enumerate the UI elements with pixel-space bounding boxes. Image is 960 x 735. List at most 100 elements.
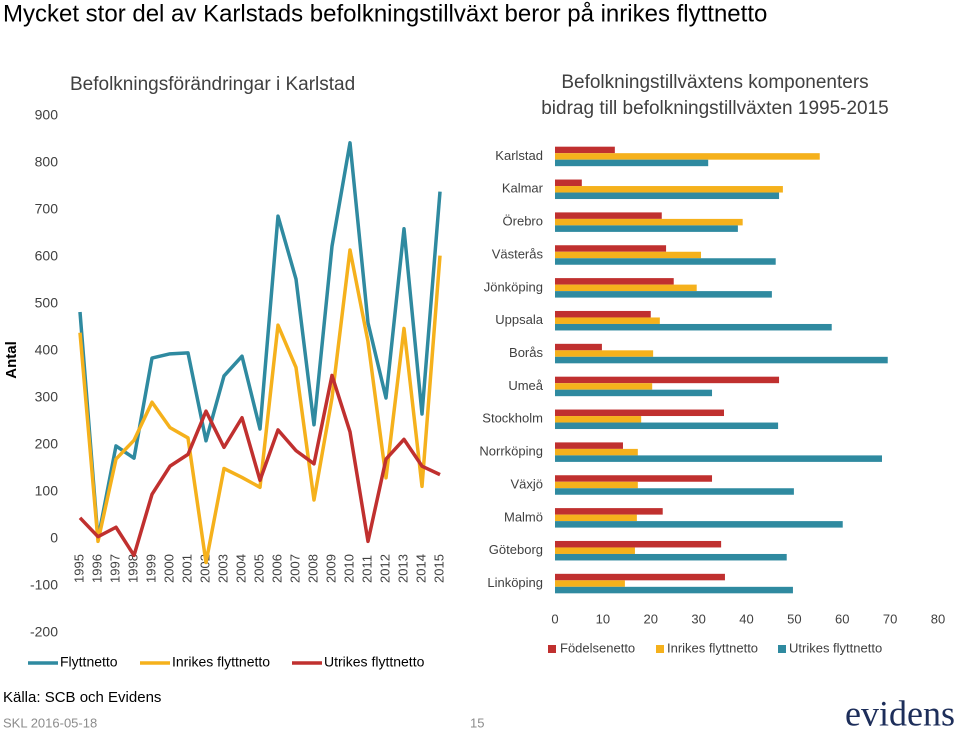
bar (555, 245, 667, 252)
y-tick-label: Borås (509, 345, 543, 360)
x-tick-label: 0 (551, 611, 558, 626)
x-tick-label: 2011 (359, 555, 374, 583)
y-tick-label: 900 (35, 107, 59, 123)
x-tick-label: 2004 (233, 554, 248, 583)
x-tick-label: 2003 (215, 554, 230, 583)
bar (555, 540, 722, 548)
x-tick-label: 20 (644, 611, 658, 626)
bar (555, 146, 615, 154)
legend-label: Utrikes flyttnetto (789, 640, 882, 655)
y-tick-label: Umeå (508, 378, 543, 393)
y-tick-label: 200 (35, 436, 59, 452)
bar (555, 251, 702, 259)
bar (555, 553, 787, 561)
bar (555, 350, 654, 357)
y-tick-label: Malmö (504, 509, 543, 524)
y-tick-label: Karlstad (495, 148, 543, 163)
x-tick-label: 30 (691, 611, 705, 626)
y-tick-label: 100 (35, 483, 59, 499)
bar (555, 448, 638, 456)
y-tick-label: 0 (50, 530, 58, 546)
bar (555, 547, 635, 554)
bar (555, 573, 725, 581)
x-tick-label: 40 (739, 611, 753, 626)
x-tick-label: 2012 (377, 554, 392, 583)
x-tick-label: 1996 (89, 554, 104, 583)
bar-chart-title: Befolkningstillväxtens komponenters (561, 72, 868, 93)
bar (555, 310, 651, 318)
x-tick-label: 60 (835, 611, 849, 626)
x-tick-label: 2010 (341, 554, 356, 583)
legend-label: Flyttnetto (60, 654, 118, 670)
bar (555, 153, 820, 160)
legend-swatch (656, 645, 664, 653)
bar (555, 258, 776, 265)
line-series (78, 248, 442, 565)
line-chart-title: Befolkningsförändringar i Karlstad (70, 74, 355, 95)
x-tick-label: 2013 (395, 554, 410, 583)
legend-label: Inrikes flyttnetto (172, 654, 270, 670)
bar (555, 192, 780, 200)
bar (555, 376, 780, 384)
x-tick-label: 1999 (143, 554, 158, 583)
x-tick-label: 2007 (287, 554, 302, 583)
x-tick-label: 2015 (431, 554, 446, 583)
bar (555, 323, 832, 331)
x-tick-label: 80 (931, 611, 945, 626)
bar-chart-title: bidrag till befolkningstillväxten 1995-2… (541, 98, 889, 119)
bar (555, 218, 743, 226)
x-tick-label: 2002 (197, 554, 212, 583)
x-tick-label: 2009 (323, 554, 338, 583)
bar (555, 442, 623, 449)
bar (555, 475, 713, 482)
bar (555, 521, 843, 528)
y-tick-label: Växjö (510, 476, 543, 491)
y-tick-label: Örebro (503, 214, 543, 229)
legend-swatch (548, 645, 556, 653)
x-tick-label: 10 (596, 611, 610, 626)
y-tick-label: 700 (35, 201, 59, 217)
y-tick-label: 300 (35, 389, 59, 405)
y-tick-label: Västerås (492, 246, 544, 261)
bar (555, 389, 713, 397)
y-tick-label: Jönköping (484, 279, 543, 294)
bar (555, 586, 793, 594)
bar (555, 488, 794, 495)
logo: evidens (845, 693, 955, 733)
y-tick-label: -100 (30, 577, 58, 593)
bar (555, 356, 888, 364)
source: Källa: SCB och Evidens (3, 689, 161, 706)
bar (555, 416, 642, 423)
date: SKL 2016-05-18 (3, 715, 97, 730)
y-tick-label: 800 (35, 154, 59, 170)
y-tick-label: 400 (35, 342, 59, 358)
x-tick-label: 2001 (179, 554, 194, 583)
x-tick-label: 1995 (71, 554, 86, 583)
bar (555, 179, 582, 187)
x-tick-label: 1997 (107, 554, 122, 583)
y-tick-label: Uppsala (495, 312, 543, 327)
x-tick-label: 2000 (161, 554, 176, 583)
legend-label: Inrikes flyttnetto (667, 640, 758, 655)
y-tick-label: -200 (30, 624, 58, 640)
x-tick-label: 70 (883, 611, 897, 626)
y-axis-label: Antal (3, 341, 20, 379)
x-tick-label: 1998 (125, 554, 140, 583)
x-tick-label: 2014 (413, 554, 428, 583)
bar (555, 159, 709, 167)
bar (555, 186, 783, 193)
bar (555, 317, 660, 324)
x-tick-label: 2005 (251, 554, 266, 583)
bar (555, 291, 772, 298)
y-tick-label: Norrköping (479, 444, 543, 459)
bar (555, 481, 638, 489)
x-tick-label: 2008 (305, 554, 320, 583)
y-tick-label: 600 (35, 248, 59, 264)
bar (555, 278, 674, 285)
bar (555, 225, 738, 232)
bar (555, 343, 602, 351)
line-series (78, 373, 441, 558)
bar (555, 409, 724, 417)
legend-label: Födelsenetto (560, 640, 635, 655)
